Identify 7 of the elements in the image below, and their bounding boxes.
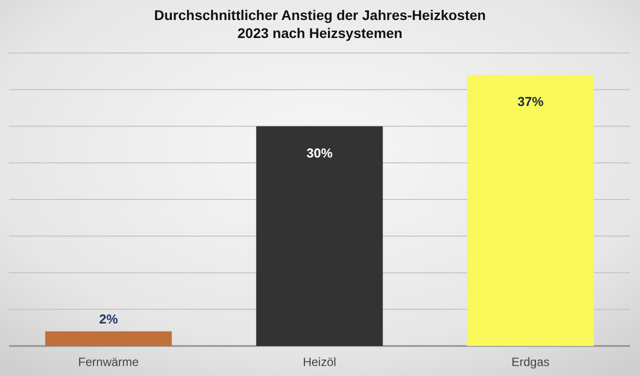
x-tick-label: Fernwärme xyxy=(78,355,140,369)
data-label: 30% xyxy=(306,145,333,160)
x-tick-label: Heizöl xyxy=(302,355,336,369)
data-label: 37% xyxy=(517,94,544,109)
data-label: 2% xyxy=(99,311,118,326)
x-tick-label: Erdgas xyxy=(511,355,550,369)
chart-title: Durchschnittlicher Anstieg der Jahres-Heizkosten 2023 nach Heizsystemen xyxy=(154,7,486,41)
